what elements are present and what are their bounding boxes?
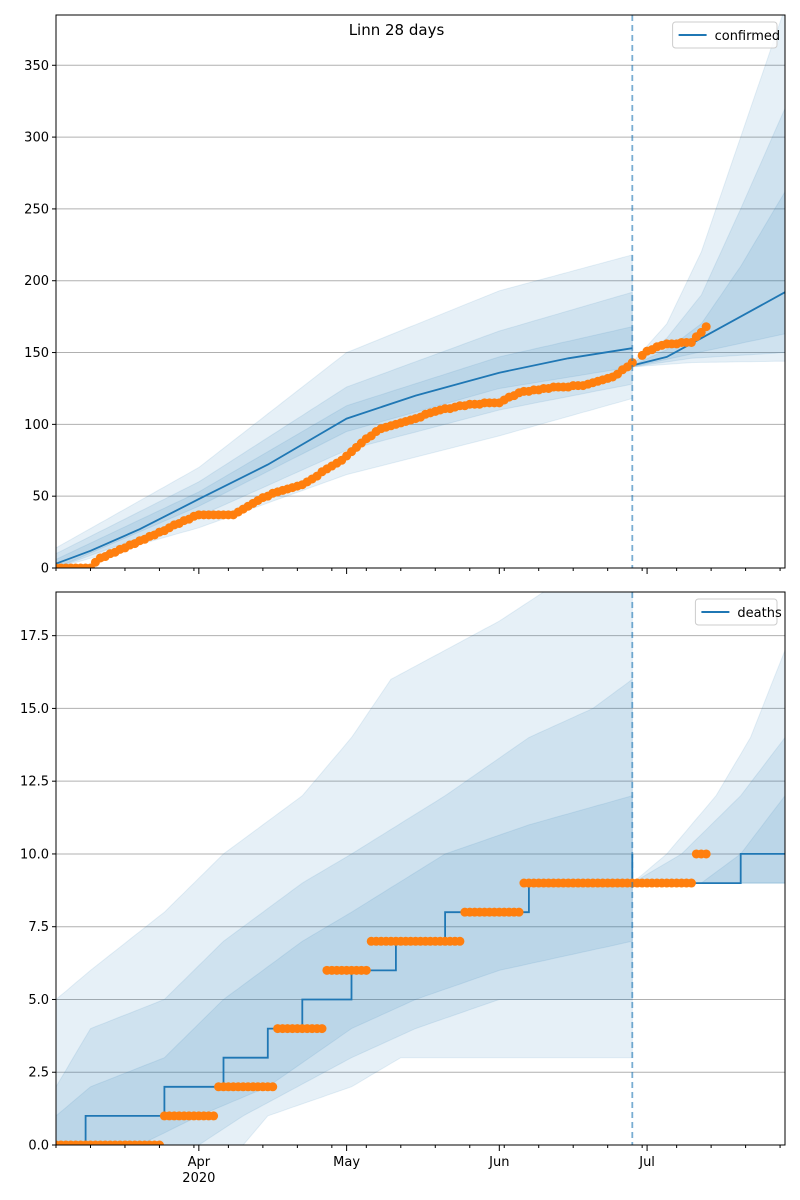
- chart-title: Linn 28 days: [349, 21, 445, 39]
- y-axis: 0.0 2.5 5.0 7.5 10.0 12.5 15.0 17.5: [20, 629, 56, 1154]
- observed-point: [627, 358, 637, 368]
- confirmed-axes: 0 50 100 150 200 250 300 350 Linn 28 days confirm…: [24, 14, 786, 577]
- x-tick-label: Jul: [638, 1155, 655, 1170]
- observed-point: [268, 1082, 278, 1092]
- y-tick-label: 300: [24, 131, 49, 146]
- legend: confirmed: [672, 21, 781, 49]
- y-tick-label: 350: [24, 59, 49, 74]
- uncertainty-bands: [56, 15, 785, 568]
- x-tick-label: May: [333, 1155, 360, 1170]
- confirmed-line: [56, 347, 633, 565]
- x-axis: [55, 568, 781, 574]
- axes-frame: [55, 591, 786, 1146]
- observed-points: [56, 322, 711, 568]
- observed-point: [209, 1111, 219, 1121]
- legend-box: [672, 21, 778, 49]
- band-middle: [56, 678, 633, 1145]
- forecast-line: [632, 291, 785, 367]
- y-tick-label: 2.5: [28, 1066, 49, 1081]
- observed-point: [455, 936, 465, 946]
- y-tick-label: 10.0: [20, 847, 49, 862]
- y-tick-label: 7.5: [28, 920, 49, 935]
- grid-lines: [56, 635, 785, 1073]
- observed-point: [514, 907, 524, 917]
- y-tick-label: 200: [24, 274, 49, 289]
- x-tick-label: 2020: [182, 1171, 215, 1186]
- y-tick-label: 150: [24, 346, 49, 361]
- observed-point: [154, 1140, 164, 1145]
- x-tick-label: Apr: [188, 1155, 211, 1170]
- y-tick-label: 250: [24, 202, 49, 217]
- legend: deaths: [694, 598, 782, 626]
- observed-point: [701, 849, 711, 859]
- y-tick-label: 12.5: [20, 775, 49, 790]
- y-tick-label: 50: [32, 490, 49, 505]
- axes-frame: [55, 14, 786, 569]
- observed-point: [361, 965, 371, 975]
- y-tick-label: 15.0: [20, 702, 49, 717]
- band-middle: [631, 108, 785, 368]
- legend-box: [694, 598, 778, 626]
- grid-lines: [56, 64, 785, 497]
- y-tick-label: 17.5: [20, 629, 49, 644]
- observed-point: [686, 878, 696, 888]
- observed-points: [56, 849, 711, 1145]
- y-tick-label: 0: [41, 562, 49, 577]
- legend-label: confirmed: [715, 29, 781, 44]
- band-outer: [631, 15, 785, 368]
- legend-label: deaths: [737, 606, 782, 621]
- observed-point: [317, 1024, 327, 1034]
- model-lines: [56, 291, 785, 565]
- y-tick-label: 0.0: [28, 1139, 49, 1154]
- observed-point: [701, 322, 711, 332]
- y-tick-label: 5.0: [28, 993, 49, 1008]
- band-inner: [631, 190, 785, 368]
- x-tick-label: Jun: [488, 1155, 509, 1170]
- y-axis: 0 50 100 150 200 250 300 350: [24, 59, 56, 577]
- uncertainty-bands: [56, 592, 785, 1145]
- y-tick-label: 100: [24, 418, 49, 433]
